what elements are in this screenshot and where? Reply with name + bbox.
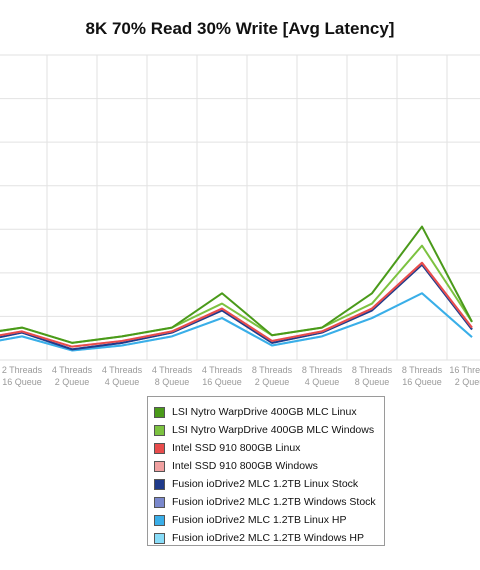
legend-swatch	[154, 460, 165, 472]
legend-item: LSI Nytro WarpDrive 400GB MLC Windows	[148, 421, 384, 439]
x-tick-label: 4 Threads 8 Queue	[152, 365, 193, 387]
series-lines	[0, 225, 473, 352]
x-tick-label: 4 Threads 16 Queue	[202, 365, 243, 387]
legend-label: LSI Nytro WarpDrive 400GB MLC Linux	[172, 406, 357, 418]
legend-swatch	[154, 424, 165, 436]
legend-item: Fusion ioDrive2 MLC 1.2TB Linux Stock	[148, 475, 384, 493]
legend-label: Intel SSD 910 800GB Linux	[172, 442, 301, 454]
legend-swatch	[154, 406, 165, 418]
legend-label: Fusion ioDrive2 MLC 1.2TB Windows Stock	[172, 496, 376, 508]
x-tick-label: 8 Threads 8 Queue	[352, 365, 393, 387]
x-tick-label: 8 Threads 4 Queue	[302, 365, 343, 387]
chart-title: 8K 70% Read 30% Write [Avg Latency]	[85, 19, 395, 38]
legend-label: Intel SSD 910 800GB Windows	[172, 460, 318, 472]
legend-label: LSI Nytro WarpDrive 400GB MLC Windows	[172, 424, 375, 436]
legend-swatch	[154, 478, 165, 490]
series-line-5	[0, 263, 473, 351]
legend-swatch	[154, 514, 165, 526]
grid	[0, 54, 480, 361]
series-line-2	[0, 261, 473, 348]
legend-label: Fusion ioDrive2 MLC 1.2TB Linux HP	[172, 514, 347, 526]
x-tick-label: 4 Threads 2 Queue	[52, 365, 93, 387]
legend-label: Fusion ioDrive2 MLC 1.2TB Windows HP	[172, 532, 364, 544]
legend-item: Fusion ioDrive2 MLC 1.2TB Windows HP	[148, 529, 384, 547]
legend-swatch	[154, 496, 165, 508]
x-tick-label: 2 Threads 16 Queue	[2, 365, 43, 387]
series-line-0	[0, 225, 473, 344]
series-line-6	[0, 292, 473, 352]
series-line-4	[0, 263, 473, 351]
series-line-1	[0, 244, 473, 344]
legend-swatch	[154, 442, 165, 454]
legend-item: LSI Nytro WarpDrive 400GB MLC Linux	[148, 403, 384, 421]
legend: LSI Nytro WarpDrive 400GB MLC Linux LSI N…	[147, 396, 385, 546]
legend-label: Fusion ioDrive2 MLC 1.2TB Linux Stock	[172, 478, 359, 490]
x-tick-label: 4 Threads 4 Queue	[102, 365, 143, 387]
legend-item: Intel SSD 910 800GB Linux	[148, 439, 384, 457]
legend-item: Fusion ioDrive2 MLC 1.2TB Windows Stock	[148, 493, 384, 511]
x-tick-label: 8 Threads 16 Queue	[402, 365, 443, 387]
legend-swatch	[154, 532, 165, 544]
legend-item: Fusion ioDrive2 MLC 1.2TB Linux HP	[148, 511, 384, 529]
x-tick-label: 8 Threads 2 Queue	[252, 365, 293, 387]
legend-item: Intel SSD 910 800GB Windows	[148, 457, 384, 475]
